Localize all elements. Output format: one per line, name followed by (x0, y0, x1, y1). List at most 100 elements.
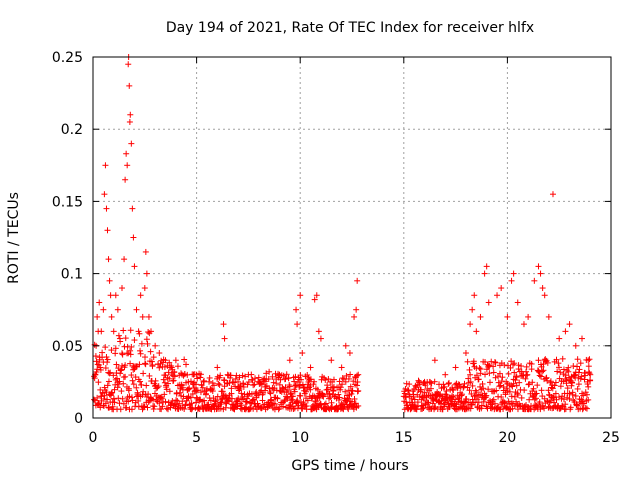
data-point (130, 381, 137, 388)
data-point (582, 372, 589, 379)
data-point (545, 313, 552, 320)
data-point (553, 356, 560, 363)
data-point (511, 393, 518, 400)
data-point (136, 361, 143, 368)
data-point (522, 375, 529, 382)
data-point (193, 394, 200, 401)
data-point (168, 364, 175, 371)
data-point (311, 378, 318, 385)
data-point (231, 406, 238, 413)
data-point (478, 402, 485, 409)
data-point (311, 296, 318, 303)
data-point (117, 370, 124, 377)
data-point (135, 328, 142, 335)
data-point (350, 378, 357, 385)
data-point (459, 391, 466, 398)
data-point (586, 356, 593, 363)
data-point (541, 405, 548, 412)
data-point (275, 406, 282, 413)
data-point (324, 382, 331, 389)
data-point (91, 396, 98, 403)
data-point (523, 368, 530, 375)
data-point (107, 369, 114, 376)
data-point (111, 399, 118, 406)
data-point (514, 391, 521, 398)
data-point (476, 365, 483, 372)
data-point (162, 398, 169, 405)
data-point (108, 347, 115, 354)
data-point (281, 398, 288, 405)
data-point (326, 390, 333, 397)
data-point (319, 390, 326, 397)
data-point (95, 399, 102, 406)
data-point (458, 392, 465, 399)
data-point (291, 388, 298, 395)
data-point (342, 342, 349, 349)
data-point (142, 361, 149, 368)
data-point (346, 350, 353, 357)
data-point (572, 342, 579, 349)
data-point (323, 386, 330, 393)
data-point (284, 387, 291, 394)
data-point (174, 363, 181, 370)
data-point (343, 372, 350, 379)
data-point (158, 395, 165, 402)
data-point (219, 396, 226, 403)
data-point (404, 387, 411, 394)
data-point (562, 401, 569, 408)
data-point (92, 353, 99, 360)
data-point (176, 389, 183, 396)
data-point (298, 376, 305, 383)
data-point (115, 395, 122, 402)
data-point (338, 364, 345, 371)
x-axis-label: GPS time / hours (291, 458, 408, 474)
data-point (562, 372, 569, 379)
data-point (144, 340, 151, 347)
data-point (228, 390, 235, 397)
data-point (315, 328, 322, 335)
data-point (197, 374, 204, 381)
data-point (129, 397, 136, 404)
data-point (238, 390, 245, 397)
data-point (473, 328, 480, 335)
data-point (104, 359, 111, 366)
data-point (478, 405, 485, 412)
data-point (171, 369, 178, 376)
data-point (165, 369, 172, 376)
data-point (127, 327, 134, 334)
data-point (104, 227, 111, 234)
data-point (355, 402, 362, 409)
data-point (233, 372, 240, 379)
data-point (123, 150, 130, 157)
data-point (159, 403, 166, 410)
data-point (294, 321, 301, 328)
data-point (194, 375, 201, 382)
data-point (266, 389, 273, 396)
data-point (531, 277, 538, 284)
data-point (96, 401, 103, 408)
data-point (485, 386, 492, 393)
data-point (119, 395, 126, 402)
data-point (100, 306, 107, 313)
data-point (106, 277, 113, 284)
data-point (163, 405, 170, 412)
data-point (507, 364, 514, 371)
y-tick-label: 0.1 (61, 267, 83, 283)
data-point (525, 381, 532, 388)
data-point (342, 378, 349, 385)
data-point (116, 378, 123, 385)
data-point (100, 395, 107, 402)
data-point (286, 357, 293, 364)
data-point (337, 386, 344, 393)
data-point (501, 400, 508, 407)
data-point (157, 394, 164, 401)
data-point (353, 372, 360, 379)
data-point (501, 399, 508, 406)
data-point (337, 384, 344, 391)
data-point (211, 401, 218, 408)
data-point (510, 380, 517, 387)
data-point (582, 404, 589, 411)
data-point (158, 406, 165, 413)
data-point (132, 374, 139, 381)
data-point (450, 387, 457, 394)
